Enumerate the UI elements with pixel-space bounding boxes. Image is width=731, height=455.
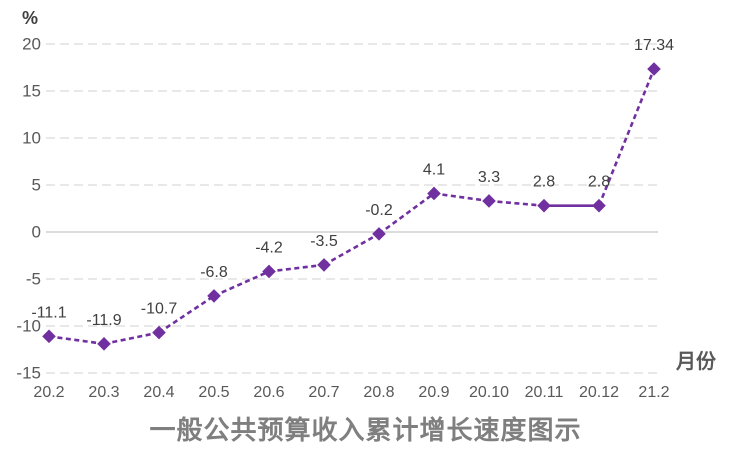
x-axis-unit-label: 月份 bbox=[676, 351, 716, 373]
x-axis-tick-label: 20.5 bbox=[198, 384, 229, 401]
data-point-label: 17.34 bbox=[634, 37, 674, 54]
data-point-marker bbox=[482, 194, 496, 208]
series-segment bbox=[597, 68, 656, 207]
data-point-label: -6.8 bbox=[200, 264, 228, 281]
y-axis-tick-label: -10 bbox=[16, 317, 41, 336]
data-point-label: 2.8 bbox=[588, 174, 610, 191]
x-axis-tick-label: 20.11 bbox=[525, 384, 564, 401]
data-point-label: -4.2 bbox=[255, 239, 283, 256]
data-point-marker bbox=[152, 325, 166, 340]
series-segment bbox=[268, 263, 325, 273]
x-axis-tick-label: 20.2 bbox=[33, 384, 64, 401]
y-axis-tick-label: 0 bbox=[32, 223, 41, 242]
y-axis-tick-label: 5 bbox=[32, 176, 41, 195]
y-axis-tick-label: -15 bbox=[16, 364, 41, 383]
series-segment bbox=[103, 331, 160, 346]
x-axis-tick-label: 20.9 bbox=[418, 384, 449, 401]
data-point-label: -10.7 bbox=[141, 301, 178, 318]
x-axis-tick-label: 20.10 bbox=[469, 384, 509, 401]
data-point-label: -3.5 bbox=[310, 233, 338, 250]
x-axis-tick-label: 20.12 bbox=[579, 384, 619, 401]
data-point-marker bbox=[537, 198, 551, 213]
series-segment bbox=[488, 199, 545, 207]
data-point-marker bbox=[427, 186, 441, 201]
data-point-marker bbox=[97, 337, 111, 351]
series-segment bbox=[158, 294, 215, 334]
data-point-marker bbox=[647, 62, 661, 76]
y-axis-tick-label: 10 bbox=[22, 129, 41, 148]
x-axis-tick-label: 20.3 bbox=[88, 384, 119, 401]
data-point-marker bbox=[42, 329, 56, 344]
y-axis-unit-label: % bbox=[22, 8, 39, 28]
series-segment bbox=[213, 270, 270, 298]
data-point-label: -11.1 bbox=[31, 304, 66, 321]
y-axis-tick-label: 20 bbox=[22, 35, 41, 54]
data-point-label: 4.1 bbox=[423, 161, 445, 178]
x-axis-tick-label: 20.8 bbox=[363, 384, 394, 401]
data-point-label: -0.2 bbox=[365, 202, 393, 219]
x-axis-tick-label: 20.7 bbox=[308, 384, 339, 401]
data-point-marker bbox=[592, 198, 606, 213]
y-axis-tick-label: -5 bbox=[26, 270, 41, 289]
data-point-label: 2.8 bbox=[533, 174, 555, 191]
data-point-label: -11.9 bbox=[86, 312, 121, 329]
chart-title: 一般公共预算收入累计增长速度图示 bbox=[149, 415, 582, 445]
x-axis-tick-label: 20.6 bbox=[253, 384, 284, 401]
data-point-marker bbox=[207, 289, 221, 303]
x-axis-tick-label: 20.4 bbox=[143, 384, 174, 401]
series-segment bbox=[323, 232, 380, 267]
series-segment bbox=[378, 192, 435, 235]
data-point-marker bbox=[317, 258, 331, 272]
data-point-marker bbox=[262, 264, 276, 279]
x-axis-tick-label: 21.2 bbox=[638, 384, 669, 401]
data-point-label: 3.3 bbox=[478, 169, 500, 186]
y-axis-tick-label: 15 bbox=[22, 82, 41, 101]
series-segment bbox=[48, 335, 105, 346]
series-segment bbox=[433, 192, 490, 203]
data-point-marker bbox=[372, 227, 386, 241]
